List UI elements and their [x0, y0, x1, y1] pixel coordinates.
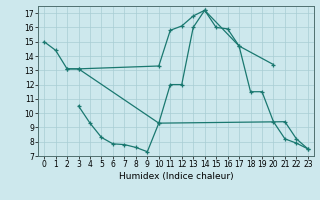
X-axis label: Humidex (Indice chaleur): Humidex (Indice chaleur): [119, 172, 233, 181]
